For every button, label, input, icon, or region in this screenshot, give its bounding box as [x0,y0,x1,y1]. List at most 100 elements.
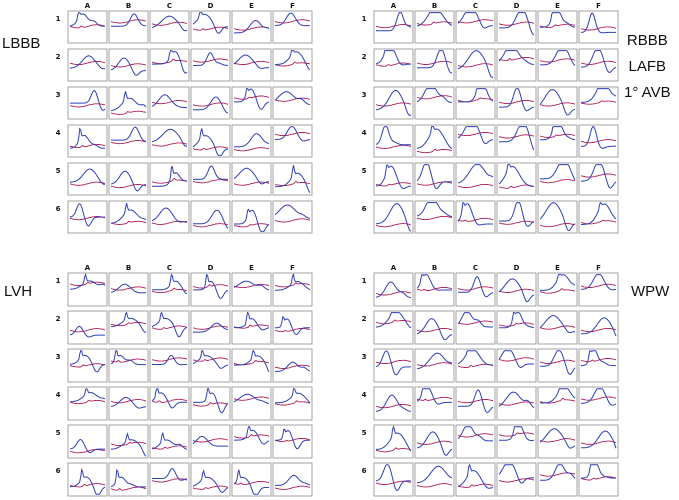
trace-b [110,432,147,457]
trace-b [274,204,311,219]
trace-a [457,286,494,291]
trace-b [581,201,617,225]
trace-b [498,391,535,409]
trace-a [69,328,106,333]
lead-cell [537,424,578,459]
lead-cell [496,272,537,307]
trace-b [375,464,411,492]
trace-b [233,280,270,291]
column-label: C [473,2,478,10]
trace-a [151,220,188,225]
lead-cell [149,10,190,44]
trace-a [416,328,453,333]
lead-cell [231,462,272,497]
column-label: F [596,2,601,10]
lead-cell [537,86,578,120]
trace-b [416,431,453,456]
trace-a [233,147,270,152]
trace-a [274,181,311,187]
trace-b [498,50,535,65]
trace-a [192,26,229,31]
trace-b [580,88,617,103]
trace-b [234,88,270,110]
trace-b [457,350,493,366]
trace-b [540,274,576,291]
trace-a [416,286,453,292]
trace-b [193,52,228,66]
trace-a [375,291,412,296]
row-label: 5 [56,429,61,437]
trace-a [192,438,229,443]
trace-b [580,317,617,337]
lead-cell [373,272,414,307]
trace-a [69,483,106,488]
lead-cell [231,386,272,421]
trace-b [69,350,106,373]
lead-cell [455,124,496,158]
trace-b [580,388,617,406]
trace-b [457,202,493,226]
lead-cell [149,124,190,158]
trace-b [375,126,411,146]
trace-a [234,95,270,100]
lead-cell [537,348,578,383]
trace-a [457,398,494,404]
lead-cell [578,310,619,345]
lead-cell [455,272,496,307]
trace-b [69,168,106,185]
lead-cell [190,48,231,82]
trace-b [151,388,187,409]
column-label: D [514,2,520,10]
trace-b [69,203,105,227]
trace-a [498,56,535,62]
trace-a [274,19,311,24]
trace-b [234,133,270,148]
column-label: F [596,264,601,272]
lead-cell [108,386,149,421]
lead-cell [108,124,149,158]
row-label: 2 [56,53,61,61]
trace-b [193,165,228,180]
trace-a [457,19,494,24]
trace-a [498,288,535,293]
lead-cell [67,310,108,345]
row-label: 2 [56,315,61,323]
lead-cell [496,424,537,459]
lead-cell [373,86,414,120]
panel-label-line: LAFB [628,58,667,75]
trace-a [192,58,229,63]
trace-b [581,126,616,149]
trace-b [375,89,412,117]
lead-cell [67,10,108,44]
trace-a [151,445,188,450]
lead-cell [496,162,537,196]
lead-cell [414,10,455,44]
lead-cell [149,86,190,120]
trace-b [152,166,188,187]
trace-a [498,322,535,327]
trace-b [499,12,535,36]
lead-cell [373,348,414,383]
lead-cell [231,86,272,120]
trace-b [416,88,453,103]
trace-b [234,208,270,232]
trace-b [193,322,229,333]
trace-a [539,223,576,228]
trace-b [275,388,311,404]
lead-cell [190,462,231,497]
trace-a [580,358,617,363]
lead-cell [373,462,414,497]
lead-cell [149,272,190,307]
trace-b [151,432,188,450]
trace-b [233,54,269,69]
trace-b [376,12,412,32]
trace-a [151,357,188,362]
trace-b [234,19,270,34]
trace-b [110,91,147,112]
trace-a [457,131,494,137]
trace-a [458,320,494,325]
trace-b [498,164,534,187]
lead-cell [190,348,231,383]
panel-label-line: RBBB [626,32,668,49]
trace-a [233,223,270,228]
